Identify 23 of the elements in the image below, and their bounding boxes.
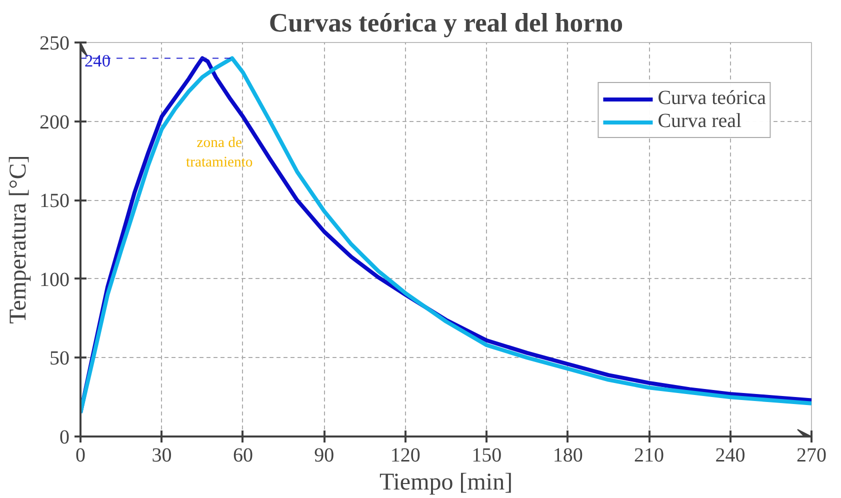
x-tick-label: 150	[472, 444, 502, 466]
x-tick-label: 210	[634, 444, 664, 466]
y-tick-label: 200	[40, 111, 70, 134]
ref-line-label: 240	[84, 51, 110, 70]
legend-label: Curva real	[658, 110, 742, 133]
x-tick-label: 270	[796, 444, 826, 466]
y-axis-title: Temperatura [°C]	[6, 155, 32, 324]
y-tick-label: 150	[40, 190, 70, 212]
x-tick-label: 60	[232, 444, 253, 466]
x-tick-label: 90	[314, 444, 334, 466]
x-axis-title: Tiempo [min]	[379, 470, 513, 496]
y-tick-label: 250	[40, 32, 70, 54]
y-tick-label: 50	[50, 348, 70, 370]
x-tick-label: 240	[715, 444, 746, 466]
x-tick-label: 30	[152, 444, 172, 466]
annotation: zona de tratamiento	[186, 135, 253, 170]
y-tick-label: 100	[40, 268, 70, 291]
x-tick-label: 120	[390, 444, 420, 466]
y-tick-label: 0	[60, 426, 70, 448]
x-tick-label: 180	[552, 444, 583, 466]
x-tick-label: 0	[76, 444, 86, 466]
legend-label: Curva teórica	[658, 87, 766, 110]
chart-title: Curvas teórica y real del horno	[268, 8, 624, 38]
